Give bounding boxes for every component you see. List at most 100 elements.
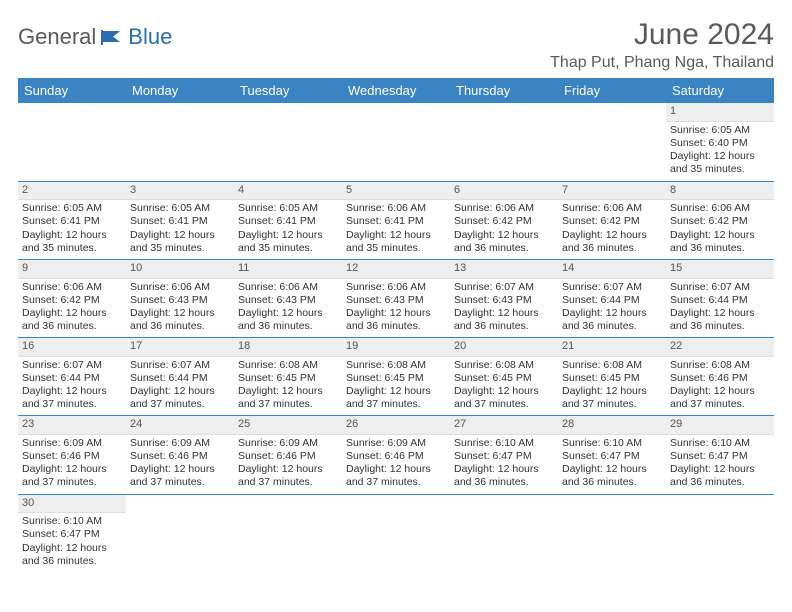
sunrise-text: Sunrise: 6:06 AM: [130, 281, 230, 294]
sunrise-text: Sunrise: 6:09 AM: [130, 437, 230, 450]
daylight-text-2: and 36 minutes.: [670, 320, 770, 333]
calendar-cell: 18Sunrise: 6:08 AMSunset: 6:45 PMDayligh…: [234, 338, 342, 416]
day-number: 19: [342, 338, 450, 357]
day-number: 22: [666, 338, 774, 357]
sunrise-text: Sunrise: 6:05 AM: [670, 124, 770, 137]
day-number: 29: [666, 416, 774, 435]
calendar-cell: 29Sunrise: 6:10 AMSunset: 6:47 PMDayligh…: [666, 416, 774, 494]
sunrise-text: Sunrise: 6:08 AM: [670, 359, 770, 372]
day-body: Sunrise: 6:07 AMSunset: 6:44 PMDaylight:…: [666, 279, 774, 338]
day-number: 28: [558, 416, 666, 435]
calendar-cell: 26Sunrise: 6:09 AMSunset: 6:46 PMDayligh…: [342, 416, 450, 494]
calendar-cell: 21Sunrise: 6:08 AMSunset: 6:45 PMDayligh…: [558, 338, 666, 416]
sunset-text: Sunset: 6:45 PM: [346, 372, 446, 385]
daylight-text-2: and 36 minutes.: [130, 320, 230, 333]
sunrise-text: Sunrise: 6:09 AM: [238, 437, 338, 450]
sunset-text: Sunset: 6:42 PM: [670, 215, 770, 228]
daylight-text-1: Daylight: 12 hours: [562, 385, 662, 398]
daylight-text-2: and 37 minutes.: [238, 476, 338, 489]
day-number: 4: [234, 182, 342, 201]
daylight-text-1: Daylight: 12 hours: [346, 229, 446, 242]
day-number: 12: [342, 260, 450, 279]
sunrise-text: Sunrise: 6:08 AM: [346, 359, 446, 372]
calendar-cell: [234, 103, 342, 181]
calendar-week: 23Sunrise: 6:09 AMSunset: 6:46 PMDayligh…: [18, 416, 774, 494]
sunset-text: Sunset: 6:46 PM: [130, 450, 230, 463]
calendar-cell: [342, 103, 450, 181]
day-body: Sunrise: 6:06 AMSunset: 6:43 PMDaylight:…: [342, 279, 450, 338]
daylight-text-1: Daylight: 12 hours: [562, 229, 662, 242]
day-body: Sunrise: 6:05 AMSunset: 6:41 PMDaylight:…: [126, 200, 234, 259]
daylight-text-2: and 37 minutes.: [670, 398, 770, 411]
day-body: Sunrise: 6:10 AMSunset: 6:47 PMDaylight:…: [450, 435, 558, 494]
weekday-header: Monday: [126, 78, 234, 103]
calendar-cell: 14Sunrise: 6:07 AMSunset: 6:44 PMDayligh…: [558, 259, 666, 337]
calendar-cell: 11Sunrise: 6:06 AMSunset: 6:43 PMDayligh…: [234, 259, 342, 337]
calendar-table: SundayMondayTuesdayWednesdayThursdayFrid…: [18, 78, 774, 572]
page-header: General Blue June 2024 Thap Put, Phang N…: [18, 18, 774, 72]
daylight-text-2: and 37 minutes.: [238, 398, 338, 411]
calendar-week: 16Sunrise: 6:07 AMSunset: 6:44 PMDayligh…: [18, 338, 774, 416]
sunset-text: Sunset: 6:47 PM: [562, 450, 662, 463]
calendar-week: 1Sunrise: 6:05 AMSunset: 6:40 PMDaylight…: [18, 103, 774, 181]
calendar-cell: 4Sunrise: 6:05 AMSunset: 6:41 PMDaylight…: [234, 181, 342, 259]
daylight-text-1: Daylight: 12 hours: [22, 229, 122, 242]
day-body: Sunrise: 6:09 AMSunset: 6:46 PMDaylight:…: [18, 435, 126, 494]
calendar-cell: 8Sunrise: 6:06 AMSunset: 6:42 PMDaylight…: [666, 181, 774, 259]
daylight-text-1: Daylight: 12 hours: [346, 463, 446, 476]
calendar-cell: 2Sunrise: 6:05 AMSunset: 6:41 PMDaylight…: [18, 181, 126, 259]
sunset-text: Sunset: 6:41 PM: [22, 215, 122, 228]
calendar-week: 30Sunrise: 6:10 AMSunset: 6:47 PMDayligh…: [18, 494, 774, 572]
month-title: June 2024: [550, 18, 774, 52]
day-number: 23: [18, 416, 126, 435]
daylight-text-2: and 36 minutes.: [22, 320, 122, 333]
sunset-text: Sunset: 6:47 PM: [454, 450, 554, 463]
day-number: 25: [234, 416, 342, 435]
sunrise-text: Sunrise: 6:09 AM: [22, 437, 122, 450]
day-body: Sunrise: 6:06 AMSunset: 6:42 PMDaylight:…: [18, 279, 126, 338]
day-number: 24: [126, 416, 234, 435]
calendar-cell: 20Sunrise: 6:08 AMSunset: 6:45 PMDayligh…: [450, 338, 558, 416]
day-number: 1: [666, 103, 774, 122]
daylight-text-2: and 36 minutes.: [670, 242, 770, 255]
daylight-text-1: Daylight: 12 hours: [670, 229, 770, 242]
weekday-header: Tuesday: [234, 78, 342, 103]
brand-logo: General Blue: [18, 24, 172, 50]
daylight-text-2: and 35 minutes.: [346, 242, 446, 255]
sunrise-text: Sunrise: 6:07 AM: [22, 359, 122, 372]
daylight-text-2: and 37 minutes.: [22, 398, 122, 411]
calendar-cell: [558, 103, 666, 181]
daylight-text-1: Daylight: 12 hours: [238, 463, 338, 476]
sunrise-text: Sunrise: 6:06 AM: [562, 202, 662, 215]
calendar-cell: 10Sunrise: 6:06 AMSunset: 6:43 PMDayligh…: [126, 259, 234, 337]
sunrise-text: Sunrise: 6:10 AM: [562, 437, 662, 450]
sunrise-text: Sunrise: 6:06 AM: [238, 281, 338, 294]
sunset-text: Sunset: 6:45 PM: [454, 372, 554, 385]
calendar-cell: 12Sunrise: 6:06 AMSunset: 6:43 PMDayligh…: [342, 259, 450, 337]
weekday-header: Thursday: [450, 78, 558, 103]
day-body: Sunrise: 6:09 AMSunset: 6:46 PMDaylight:…: [234, 435, 342, 494]
sunset-text: Sunset: 6:42 PM: [454, 215, 554, 228]
daylight-text-2: and 37 minutes.: [130, 476, 230, 489]
brand-word-2: Blue: [128, 24, 172, 50]
daylight-text-1: Daylight: 12 hours: [346, 385, 446, 398]
weekday-header: Saturday: [666, 78, 774, 103]
calendar-cell: 16Sunrise: 6:07 AMSunset: 6:44 PMDayligh…: [18, 338, 126, 416]
day-body: Sunrise: 6:06 AMSunset: 6:42 PMDaylight:…: [558, 200, 666, 259]
sunset-text: Sunset: 6:41 PM: [238, 215, 338, 228]
sunset-text: Sunset: 6:42 PM: [562, 215, 662, 228]
calendar-body: 1Sunrise: 6:05 AMSunset: 6:40 PMDaylight…: [18, 103, 774, 572]
sunrise-text: Sunrise: 6:06 AM: [346, 202, 446, 215]
daylight-text-2: and 36 minutes.: [238, 320, 338, 333]
calendar-cell: 28Sunrise: 6:10 AMSunset: 6:47 PMDayligh…: [558, 416, 666, 494]
daylight-text-2: and 36 minutes.: [454, 242, 554, 255]
day-body: Sunrise: 6:09 AMSunset: 6:46 PMDaylight:…: [342, 435, 450, 494]
weekday-row: SundayMondayTuesdayWednesdayThursdayFrid…: [18, 78, 774, 103]
day-body: Sunrise: 6:05 AMSunset: 6:41 PMDaylight:…: [234, 200, 342, 259]
sunrise-text: Sunrise: 6:07 AM: [130, 359, 230, 372]
day-number: 9: [18, 260, 126, 279]
day-body: Sunrise: 6:10 AMSunset: 6:47 PMDaylight:…: [558, 435, 666, 494]
brand-word-1: General: [18, 24, 96, 50]
day-number: 5: [342, 182, 450, 201]
weekday-header: Sunday: [18, 78, 126, 103]
